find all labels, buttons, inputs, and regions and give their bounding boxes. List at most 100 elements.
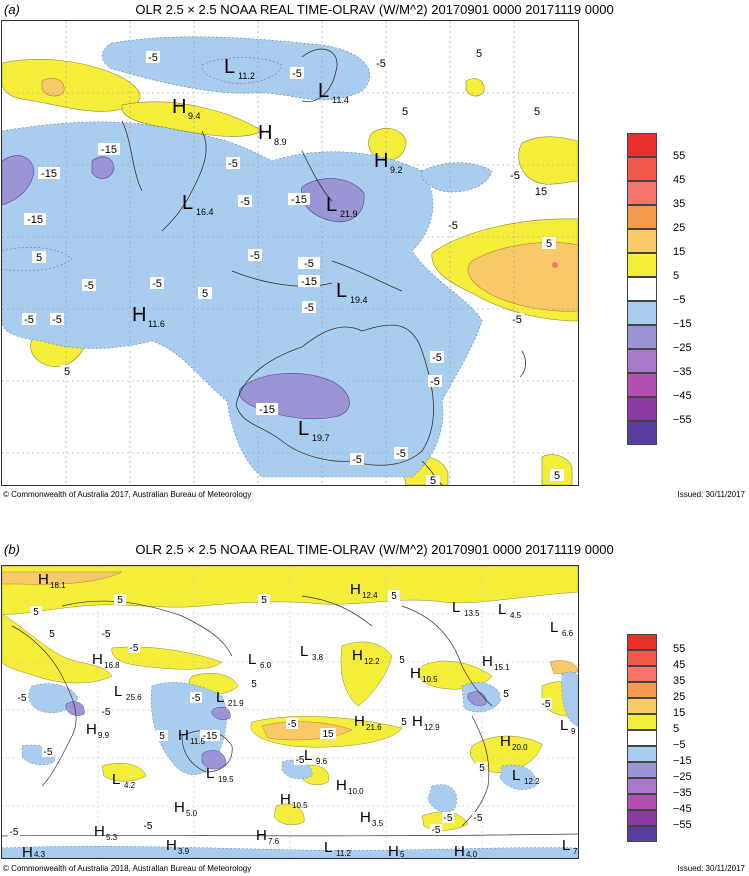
marker-letter: L	[336, 280, 347, 302]
legend-label: −5	[673, 739, 686, 751]
marker-value: 4.2	[124, 781, 136, 790]
legend-label: 35	[673, 675, 686, 687]
marker-letter: L	[216, 689, 224, 706]
issued-date: Issued: 30/11/2017	[677, 490, 745, 499]
marker-value: 11.5	[190, 737, 206, 746]
legend-swatch	[627, 253, 657, 277]
panel-a: (a) OLR 2.5 × 2.5 NOAA REAL TIME-OLRAV (…	[1, 2, 745, 499]
marker-value: 11.6	[148, 319, 165, 329]
contour-label: 5	[64, 366, 70, 378]
legend-swatch	[627, 421, 657, 445]
legend-swatch	[627, 778, 657, 794]
marker-value: 10.5	[292, 801, 308, 810]
marker-value: 12.4	[362, 591, 378, 600]
contour-label: -15	[301, 276, 317, 288]
issued-date: Issued: 30/11/2017	[677, 864, 745, 873]
marker-letter: H	[336, 777, 347, 794]
contour-label: 5	[33, 607, 39, 618]
contour-label: -5	[510, 170, 520, 182]
marker-value: 12.2	[524, 777, 540, 786]
marker-letter: L	[224, 56, 235, 78]
contour-label: -15	[101, 144, 117, 156]
contour-label: -5	[288, 719, 297, 730]
marker-value: 15.1	[494, 663, 510, 672]
contour-label: -5	[376, 58, 386, 70]
legend-label: −45	[673, 390, 692, 402]
legend-label: 55	[673, 643, 686, 655]
contour-label: -5	[10, 827, 19, 838]
legend-swatch	[627, 650, 657, 666]
marker-letter: H	[132, 304, 146, 326]
legend-swatch	[627, 666, 657, 682]
contour-label: 5	[479, 763, 485, 774]
marker-letter: L	[298, 418, 309, 440]
contour-label: -5	[304, 302, 314, 314]
marker-letter: L	[498, 601, 506, 618]
contour-label: 5	[402, 106, 408, 118]
marker-value: 3.9	[178, 847, 190, 856]
contour-label: -5	[152, 278, 162, 290]
contour-label: 15	[535, 186, 547, 198]
marker-value: 4.0	[466, 850, 478, 858]
marker-value: 19.4	[350, 295, 368, 305]
map-title: OLR 2.5 × 2.5 NOAA REAL TIME-OLRAV (W/M^…	[135, 542, 614, 557]
legend-swatch	[627, 301, 657, 325]
marker-value: 9.9	[98, 731, 110, 740]
legend-swatch	[627, 682, 657, 698]
marker-letter: L	[318, 80, 329, 102]
legend-swatch	[627, 157, 657, 181]
legend-label: −15	[673, 318, 692, 330]
contour-label: -5	[44, 747, 53, 758]
marker-letter: H	[500, 733, 511, 750]
marker-letter: H	[86, 721, 97, 738]
marker-value: 7	[573, 847, 578, 856]
marker-letter: L	[560, 717, 568, 734]
legend-swatch	[627, 762, 657, 778]
contour-label: 5	[554, 470, 560, 482]
contour-label: -5	[192, 693, 201, 704]
legend-swatch	[627, 826, 657, 842]
contour-label: -5	[542, 699, 551, 710]
legend-swatch	[627, 730, 657, 746]
contour-label: -5	[304, 258, 314, 270]
marker-letter: H	[172, 96, 186, 118]
legend-label: −25	[673, 342, 692, 354]
marker-letter: H	[454, 843, 465, 858]
contour-label: -5	[102, 629, 111, 640]
legend-swatch	[627, 397, 657, 421]
marker-value: 11.4	[332, 95, 349, 105]
legend-swatch	[627, 181, 657, 205]
contour-label: 5	[202, 288, 208, 300]
legend-label: 45	[673, 174, 686, 186]
contour-label: -5	[84, 280, 94, 292]
legend-label: 5	[673, 270, 680, 282]
contour-label: -15	[259, 404, 275, 416]
legend-label: 15	[673, 707, 686, 719]
marker-letter: H	[388, 843, 399, 858]
marker-value: 5.3	[106, 833, 118, 842]
marker-value: 5	[400, 850, 405, 858]
legend-swatch	[627, 714, 657, 730]
marker-value: 12.9	[424, 723, 440, 732]
legend-label: 25	[673, 222, 686, 234]
marker-value: 7.6	[268, 837, 280, 846]
map-canvas: -5 -5 -5 5 5 -15 -15 -5 -5 -15 -5 -15 5 …	[2, 21, 578, 485]
contour-label: 5	[401, 717, 407, 728]
contour-label: -5	[352, 454, 362, 466]
legend-swatch	[627, 349, 657, 373]
marker-value: 10.0	[348, 787, 364, 796]
marker-letter: H	[352, 647, 363, 664]
marker-value: 21.9	[340, 209, 358, 219]
contour-label: 5	[430, 475, 436, 485]
legend-swatch	[627, 794, 657, 810]
legend-label: −25	[673, 771, 692, 783]
contour-label: -5	[144, 821, 153, 832]
marker-value: 18.1	[50, 581, 66, 590]
legend-label: 45	[673, 659, 686, 671]
marker-value: 10.5	[422, 675, 438, 684]
copyright-text: © Commonwealth of Australia 2018, Austra…	[3, 864, 252, 873]
marker-letter: H	[350, 581, 361, 598]
contour-label: 5	[117, 595, 123, 606]
contour-label: -5	[240, 196, 250, 208]
contour-label: 5	[391, 591, 397, 602]
